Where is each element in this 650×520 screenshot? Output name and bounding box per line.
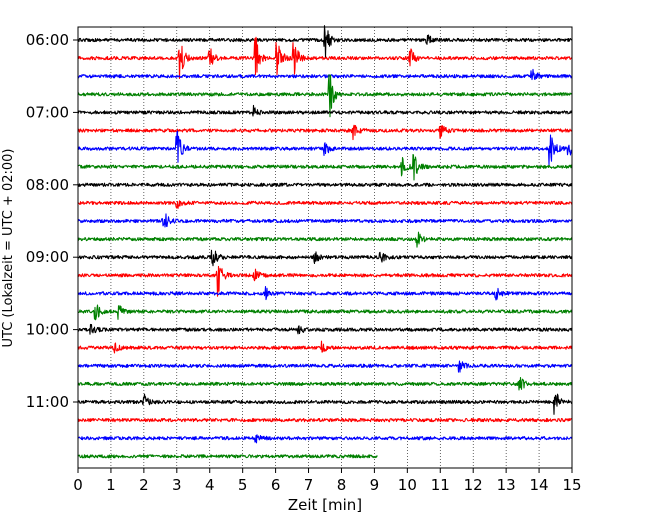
- seismogram-trace: [77, 124, 573, 141]
- x-tick-label: 7: [304, 476, 314, 494]
- seismogram-trace: [77, 68, 573, 81]
- seismogram-trace: [77, 153, 573, 181]
- seismogram-trace: [77, 213, 573, 228]
- x-tick-label: 6: [271, 476, 281, 494]
- seismogram-trace: [77, 130, 573, 166]
- seismogram-trace: [77, 265, 573, 297]
- x-tick-label: 12: [464, 476, 483, 494]
- y-axis-ticks: 06:00 07:00 08:00 09:00 10:00 11:00: [26, 31, 78, 411]
- x-tick-label: 10: [398, 476, 417, 494]
- seismogram-trace: [77, 249, 573, 267]
- seismogram-trace: [77, 231, 573, 248]
- seismogram-trace: [77, 182, 573, 187]
- seismogram-trace: [77, 104, 573, 117]
- seismogram-trace: [77, 304, 573, 321]
- x-tick-label: 3: [172, 476, 182, 494]
- x-tick-label: 0: [73, 476, 83, 494]
- seismogram-trace: [77, 454, 378, 459]
- y-tick-label: 11:00: [26, 393, 69, 411]
- x-axis-ticks: 0 1 2 3 4 5 6 7 8 9 10 11 12 13 14 15: [73, 468, 582, 494]
- y-tick-label: 06:00: [26, 31, 69, 49]
- x-tick-label: 8: [337, 476, 347, 494]
- seismogram-trace: [77, 25, 573, 58]
- seismogram-trace: [77, 434, 573, 444]
- seismogram-trace: [77, 285, 573, 301]
- x-tick-label: 4: [205, 476, 215, 494]
- x-axis-label: Zeit [min]: [288, 496, 362, 514]
- seismogram-trace: [77, 393, 573, 415]
- x-tick-label: 15: [562, 476, 581, 494]
- x-tick-label: 13: [497, 476, 516, 494]
- x-tick-label: 9: [370, 476, 380, 494]
- y-tick-label: 10:00: [26, 321, 69, 339]
- seismogram-trace: [77, 360, 573, 373]
- x-tick-label: 5: [238, 476, 248, 494]
- x-tick-label: 11: [431, 476, 450, 494]
- seismogram-trace: [77, 417, 573, 423]
- x-tick-label: 1: [106, 476, 116, 494]
- y-tick-label: 09:00: [26, 248, 69, 266]
- seismogram-trace: [77, 36, 573, 79]
- plot-frame: [77, 26, 573, 469]
- y-axis-label: UTC (Lokalzeit = UTC + 02:00): [1, 149, 16, 348]
- seismogram-traces: [77, 25, 573, 459]
- seismogram-trace: [77, 376, 573, 391]
- y-tick-label: 07:00: [26, 103, 69, 121]
- seismogram-trace: [77, 340, 573, 354]
- seismogram-trace: [77, 74, 573, 118]
- seismogram-trace: [77, 323, 573, 335]
- x-tick-label: 2: [139, 476, 149, 494]
- y-tick-label: 08:00: [26, 176, 69, 194]
- seismogram-trace: [77, 200, 573, 210]
- x-tick-label: 14: [530, 476, 549, 494]
